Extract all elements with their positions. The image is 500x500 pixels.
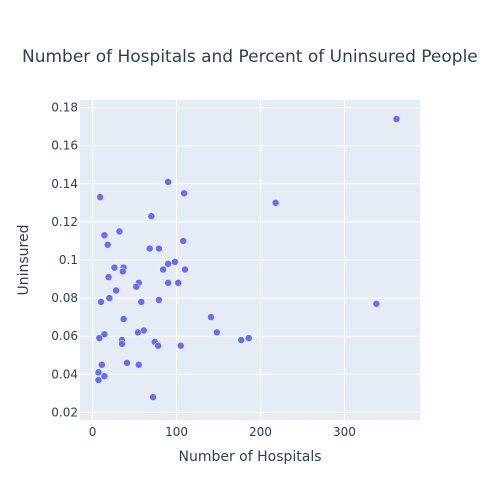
scatter-point: [149, 393, 157, 401]
scatter-point: [180, 189, 188, 198]
scatter-point: [118, 340, 126, 348]
y-axis-title: Uninsured: [16, 225, 32, 296]
scatter-point: [135, 361, 143, 369]
scatter-point: [137, 298, 146, 306]
scatter-point: [119, 315, 128, 323]
scatter-point: [145, 244, 154, 253]
scatter-point: [181, 265, 189, 274]
scatter-point: [94, 368, 103, 377]
y-gridlines: [80, 107, 420, 413]
y-tick-labels: 0.02 0.04 0.06 0.08 0.1 0.12 0.14 0.16 0.18: [51, 101, 78, 420]
y-tick-label: 0.02: [51, 405, 78, 419]
x-axis-title: Number of Hospitals: [178, 449, 321, 465]
scatter-point: [244, 334, 253, 342]
y-tick-label: 0.04: [51, 367, 78, 381]
scatter-point: [237, 336, 245, 344]
y-tick-label: 0.08: [51, 291, 78, 305]
scatter-point: [104, 273, 113, 281]
scatter-points: [94, 115, 401, 401]
scatter-point: [100, 231, 109, 239]
scatter-point: [147, 212, 156, 220]
scatter-point: [155, 244, 163, 253]
scatter-point: [115, 227, 124, 236]
x-tick-label: 100: [165, 425, 188, 439]
scatter-point: [105, 294, 114, 302]
y-tick-label: 0.1: [59, 253, 78, 267]
scatter-point: [100, 372, 109, 380]
y-tick-label: 0.12: [51, 215, 78, 229]
scatter-point: [176, 341, 185, 350]
scatter-point: [164, 260, 172, 268]
x-tick-label: 0: [89, 425, 97, 439]
x-tick-label: 300: [333, 425, 356, 439]
scatter-point: [110, 263, 119, 272]
scatter-point: [164, 279, 172, 287]
scatter-point: [171, 258, 179, 266]
scatter-point: [97, 298, 105, 306]
scatter-point: [119, 267, 127, 276]
scatter-point: [179, 237, 188, 245]
scatter-point: [372, 300, 381, 308]
scatter-point: [100, 330, 109, 339]
scatter-point: [271, 199, 280, 207]
scatter-point: [123, 359, 131, 367]
scatter-point: [174, 279, 182, 287]
scatter-point: [132, 282, 140, 291]
scatter-point: [155, 296, 163, 304]
scatter-point: [98, 361, 106, 369]
scatter-point: [207, 313, 215, 321]
scatter-point: [154, 341, 162, 350]
scatter-point: [213, 328, 221, 337]
scatter-point: [159, 265, 167, 274]
y-tick-label: 0.18: [51, 101, 78, 115]
y-tick-label: 0.06: [51, 329, 78, 343]
y-tick-label: 0.16: [51, 139, 78, 153]
scatter-point: [164, 178, 172, 186]
scatter-point: [103, 241, 112, 249]
scatter-point: [134, 328, 142, 337]
scatter-point: [95, 334, 104, 342]
x-tick-label: 200: [249, 425, 272, 439]
scatter-point: [94, 376, 103, 384]
scatter-point: [392, 115, 401, 123]
y-tick-label: 0.14: [51, 177, 78, 191]
chart-title: Number of Hospitals and Percent of Unins…: [22, 47, 478, 67]
scatter-point: [112, 286, 120, 295]
x-tick-labels: 0 100 200 300: [89, 425, 356, 439]
scatter-point: [96, 193, 104, 201]
